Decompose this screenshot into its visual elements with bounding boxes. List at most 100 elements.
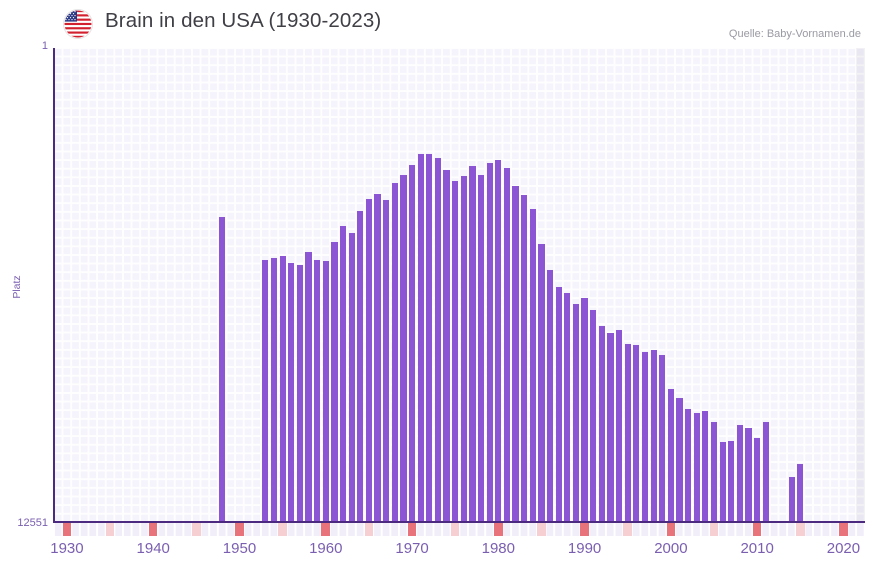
x-tick-label-1940: 1940 xyxy=(136,540,170,557)
bar-1984[interactable] xyxy=(529,208,536,522)
bar-1958[interactable] xyxy=(305,252,312,522)
bar-2004[interactable] xyxy=(702,411,709,522)
x-tick-minor-1965 xyxy=(364,523,374,536)
x-tick-minor-1955 xyxy=(278,523,287,536)
bar-1993[interactable] xyxy=(607,332,614,522)
bar-1954[interactable] xyxy=(270,257,278,522)
x-tick-label-2010: 2010 xyxy=(740,540,774,557)
bar-1989[interactable] xyxy=(572,303,580,522)
bar-1956[interactable] xyxy=(288,262,295,522)
y-axis-top-tick-label: 1 xyxy=(41,40,48,52)
bar-1971[interactable] xyxy=(417,154,424,522)
bar-1992[interactable] xyxy=(598,325,605,522)
bar-1957[interactable] xyxy=(296,265,303,522)
y-axis-line xyxy=(53,48,55,523)
x-tick-minor-1985 xyxy=(537,523,546,536)
x-tick-label-1960: 1960 xyxy=(309,540,343,557)
x-tick-minor-2005 xyxy=(709,523,719,536)
bar-2006[interactable] xyxy=(719,442,726,522)
x-tick-label-1990: 1990 xyxy=(567,540,602,557)
bar-1995[interactable] xyxy=(624,343,631,522)
bar-1983[interactable] xyxy=(521,194,528,522)
bar-2003[interactable] xyxy=(693,412,700,522)
x-tick-label-1970: 1970 xyxy=(395,540,429,557)
bar-1955[interactable] xyxy=(279,255,286,522)
x-tick-label-2000: 2000 xyxy=(654,540,688,557)
forecast-shaded-region xyxy=(856,48,865,522)
bar-1966[interactable] xyxy=(374,194,381,522)
bar-1988[interactable] xyxy=(564,293,571,522)
x-tick-minor-1945 xyxy=(192,523,201,536)
bar-2005[interactable] xyxy=(710,422,718,522)
x-tick-major-1940 xyxy=(148,523,158,536)
bar-series xyxy=(54,48,865,522)
bar-2010[interactable] xyxy=(754,437,761,522)
bar-2002[interactable] xyxy=(685,409,692,522)
y-axis-bottom-tick-label: 12551 xyxy=(17,517,48,529)
bar-1985[interactable] xyxy=(538,244,545,522)
x-tick-major-1960 xyxy=(321,523,331,536)
x-axis-tick-labels: 1930 1940 1950 1960 1970 1980 1990 2000 2010 2020 xyxy=(0,540,873,564)
bar-1980[interactable] xyxy=(495,160,502,522)
x-tick-major-2020 xyxy=(839,523,848,536)
bar-1970[interactable] xyxy=(408,164,416,522)
x-tick-label-1930: 1930 xyxy=(50,540,84,557)
bar-1994[interactable] xyxy=(615,329,623,522)
bar-1975[interactable] xyxy=(452,180,459,522)
bar-1953[interactable] xyxy=(262,260,269,522)
x-axis-tick-band xyxy=(54,523,865,536)
bar-1978[interactable] xyxy=(477,175,485,522)
x-tick-major-1970 xyxy=(407,523,417,536)
plot-area xyxy=(54,48,865,522)
bar-1960[interactable] xyxy=(322,261,329,522)
bar-1974[interactable] xyxy=(443,169,450,522)
x-tick-major-2000 xyxy=(666,523,676,536)
bar-1965[interactable] xyxy=(365,198,372,522)
bar-1997[interactable] xyxy=(641,351,649,522)
bar-2015[interactable] xyxy=(797,463,804,522)
x-tick-major-1930 xyxy=(62,523,72,536)
bar-2001[interactable] xyxy=(676,397,683,522)
bar-2011[interactable] xyxy=(762,422,769,522)
x-axis-line xyxy=(53,521,865,523)
bar-1979[interactable] xyxy=(486,163,493,522)
bar-1968[interactable] xyxy=(391,182,398,522)
x-tick-major-2010 xyxy=(752,523,762,536)
bar-1991[interactable] xyxy=(590,309,597,522)
bar-2009[interactable] xyxy=(745,427,752,522)
bar-1999[interactable] xyxy=(659,355,666,522)
page-title: Brain in den USA (1930-2023) xyxy=(105,9,382,32)
x-tick-major-1950 xyxy=(235,523,244,536)
bar-1962[interactable] xyxy=(339,225,347,522)
bar-1986[interactable] xyxy=(546,269,554,522)
bar-1977[interactable] xyxy=(469,165,476,522)
bar-1964[interactable] xyxy=(357,211,364,522)
bar-1973[interactable] xyxy=(434,158,442,522)
x-tick-minor-1995 xyxy=(623,523,633,536)
bar-1990[interactable] xyxy=(581,298,588,522)
bar-1987[interactable] xyxy=(555,286,562,522)
bar-1959[interactable] xyxy=(314,260,321,522)
bar-1996[interactable] xyxy=(633,345,640,522)
bar-1998[interactable] xyxy=(650,349,657,522)
bar-1972[interactable] xyxy=(426,153,433,522)
bar-2000[interactable] xyxy=(667,388,674,522)
bar-1963[interactable] xyxy=(348,233,355,522)
bar-1961[interactable] xyxy=(331,242,338,522)
bar-1981[interactable] xyxy=(503,167,511,522)
x-tick-major-1980 xyxy=(494,523,503,536)
bar-2014[interactable] xyxy=(788,476,795,522)
x-tick-minor-1935 xyxy=(105,523,115,536)
bar-1982[interactable] xyxy=(512,186,519,522)
bar-2008[interactable] xyxy=(736,424,743,522)
chart-header: Brain in den USA (1930-2023) Quelle: Bab… xyxy=(0,0,873,44)
bar-1967[interactable] xyxy=(383,199,390,522)
bar-1948[interactable] xyxy=(219,217,226,522)
x-tick-minor-2015 xyxy=(795,523,805,536)
tick-band-grid xyxy=(54,523,865,536)
bar-2007[interactable] xyxy=(728,441,735,522)
source-label: Quelle: Baby-Vornamen.de xyxy=(728,28,861,40)
bar-1976[interactable] xyxy=(460,176,467,522)
bar-1969[interactable] xyxy=(400,175,407,522)
